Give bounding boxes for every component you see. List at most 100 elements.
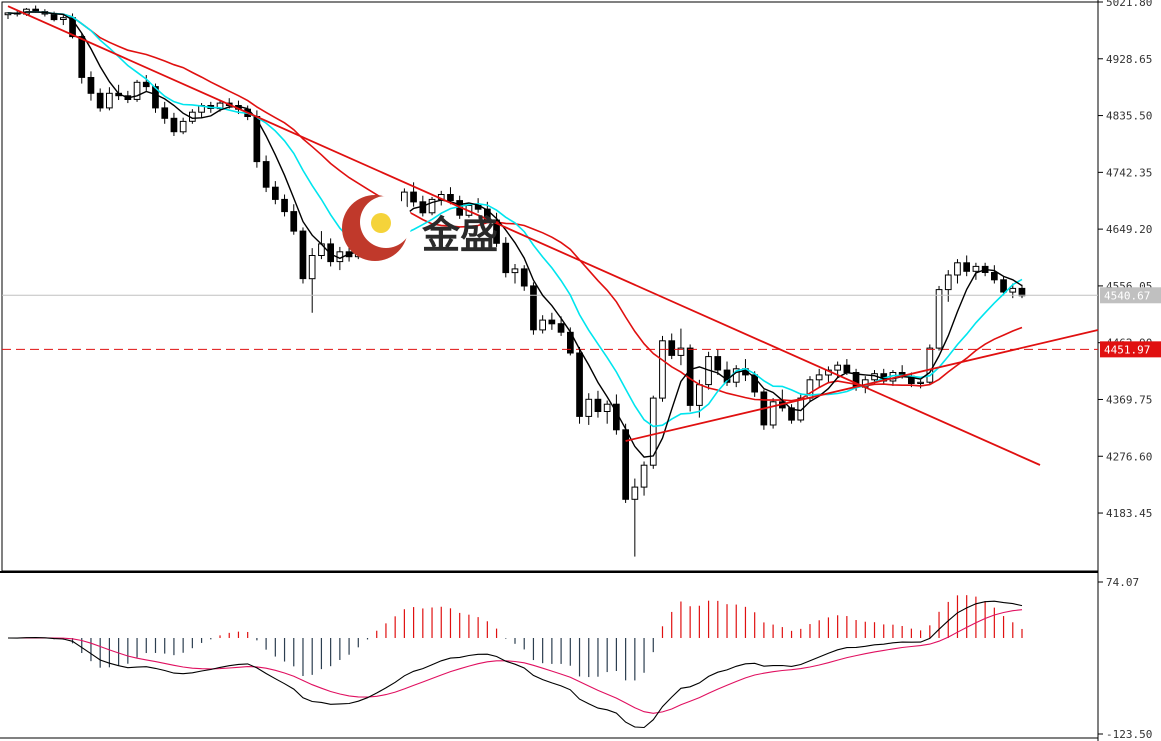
candle <box>133 79 141 102</box>
candle-body <box>649 397 657 466</box>
candle <box>281 194 288 217</box>
candle-body <box>585 398 593 417</box>
candle <box>78 33 86 84</box>
candle-body <box>640 464 648 488</box>
candle <box>659 335 666 402</box>
price-tick-label: 4183.45 <box>1106 507 1152 520</box>
candle-body <box>1000 279 1007 293</box>
candle-body <box>788 407 795 421</box>
candle-body <box>272 186 279 200</box>
candle <box>788 404 795 424</box>
candle <box>926 344 934 385</box>
candle-body <box>843 364 851 374</box>
macd-axis: 74.07 -123.50 <box>1098 576 1152 741</box>
candle <box>732 365 740 388</box>
candle <box>576 346 583 424</box>
candle <box>640 461 648 496</box>
logo-coin <box>371 213 391 233</box>
candle-body <box>944 274 952 291</box>
candle <box>935 285 943 351</box>
candle <box>520 265 528 291</box>
ma-mid-line <box>7 11 1023 428</box>
candle-body <box>530 285 537 331</box>
candle <box>714 349 722 375</box>
candle-body <box>539 319 546 331</box>
candle <box>972 262 980 280</box>
macd-pane <box>7 595 1023 729</box>
price-tick-label: 4649.20 <box>1106 223 1152 236</box>
candle-body <box>327 243 334 263</box>
candle-body <box>493 219 500 244</box>
candle <box>511 263 519 284</box>
candle-body <box>926 347 934 383</box>
candle-body <box>797 397 805 421</box>
overlay-lines <box>2 5 1099 466</box>
candle <box>548 312 556 330</box>
candle <box>262 155 270 193</box>
candle <box>106 87 113 111</box>
candle <box>87 71 95 101</box>
candle <box>954 259 961 284</box>
candle <box>594 390 602 418</box>
candle <box>142 75 150 91</box>
candle-body <box>815 374 823 381</box>
price-tick-label: 4276.60 <box>1106 450 1152 463</box>
candle <box>179 117 187 135</box>
candle-body <box>963 262 970 272</box>
candle-body <box>428 198 436 214</box>
candle-body <box>142 81 150 88</box>
candle-body <box>133 81 141 100</box>
candle <box>815 368 823 388</box>
candle-body <box>502 242 510 274</box>
macd-line <box>7 600 1023 729</box>
candle-body <box>696 384 703 406</box>
price-tick-label: 4742.35 <box>1106 166 1152 179</box>
candle <box>649 395 657 469</box>
ma-slow-line <box>7 11 1023 402</box>
candle <box>161 101 169 124</box>
candle-body <box>751 374 758 393</box>
candle-body <box>576 352 583 417</box>
candle <box>299 227 307 284</box>
candle <box>944 270 952 302</box>
candle <box>308 248 316 313</box>
price-pane-border <box>1 1 1099 572</box>
candle-body <box>50 13 58 21</box>
level-price-tag: 4451.97 <box>1104 343 1150 356</box>
candle-body <box>520 268 528 287</box>
candle <box>115 84 123 101</box>
candle-body <box>769 401 777 426</box>
candle <box>327 238 334 267</box>
price-tick-label: 4835.50 <box>1106 110 1152 123</box>
candle <box>622 423 629 503</box>
candle <box>963 255 970 277</box>
candle-body <box>281 198 288 213</box>
candle-body <box>290 211 298 232</box>
candle-body <box>548 319 556 325</box>
candle-body <box>87 77 95 94</box>
candle <box>96 88 104 112</box>
candle <box>557 316 565 336</box>
candle <box>272 181 279 205</box>
candle-body <box>410 191 417 203</box>
candle-body <box>106 92 113 109</box>
candle-body <box>935 289 943 349</box>
descending-trendline <box>7 5 1041 466</box>
candle-body <box>447 194 454 202</box>
candle <box>539 315 546 334</box>
candle-body <box>1018 287 1026 297</box>
price-tick-label: 4369.75 <box>1106 393 1152 406</box>
price-tick-label: 4928.65 <box>1106 53 1152 66</box>
candle <box>502 237 510 278</box>
candle <box>769 398 777 429</box>
candle-body <box>96 92 104 109</box>
candle-body <box>511 268 519 274</box>
logo-text: 金盛 <box>421 212 498 257</box>
candle <box>797 393 805 423</box>
candle <box>530 282 537 335</box>
logo-watermark: 金盛 <box>342 195 498 261</box>
candle <box>751 371 758 397</box>
candle <box>668 333 676 360</box>
candle <box>428 196 436 216</box>
